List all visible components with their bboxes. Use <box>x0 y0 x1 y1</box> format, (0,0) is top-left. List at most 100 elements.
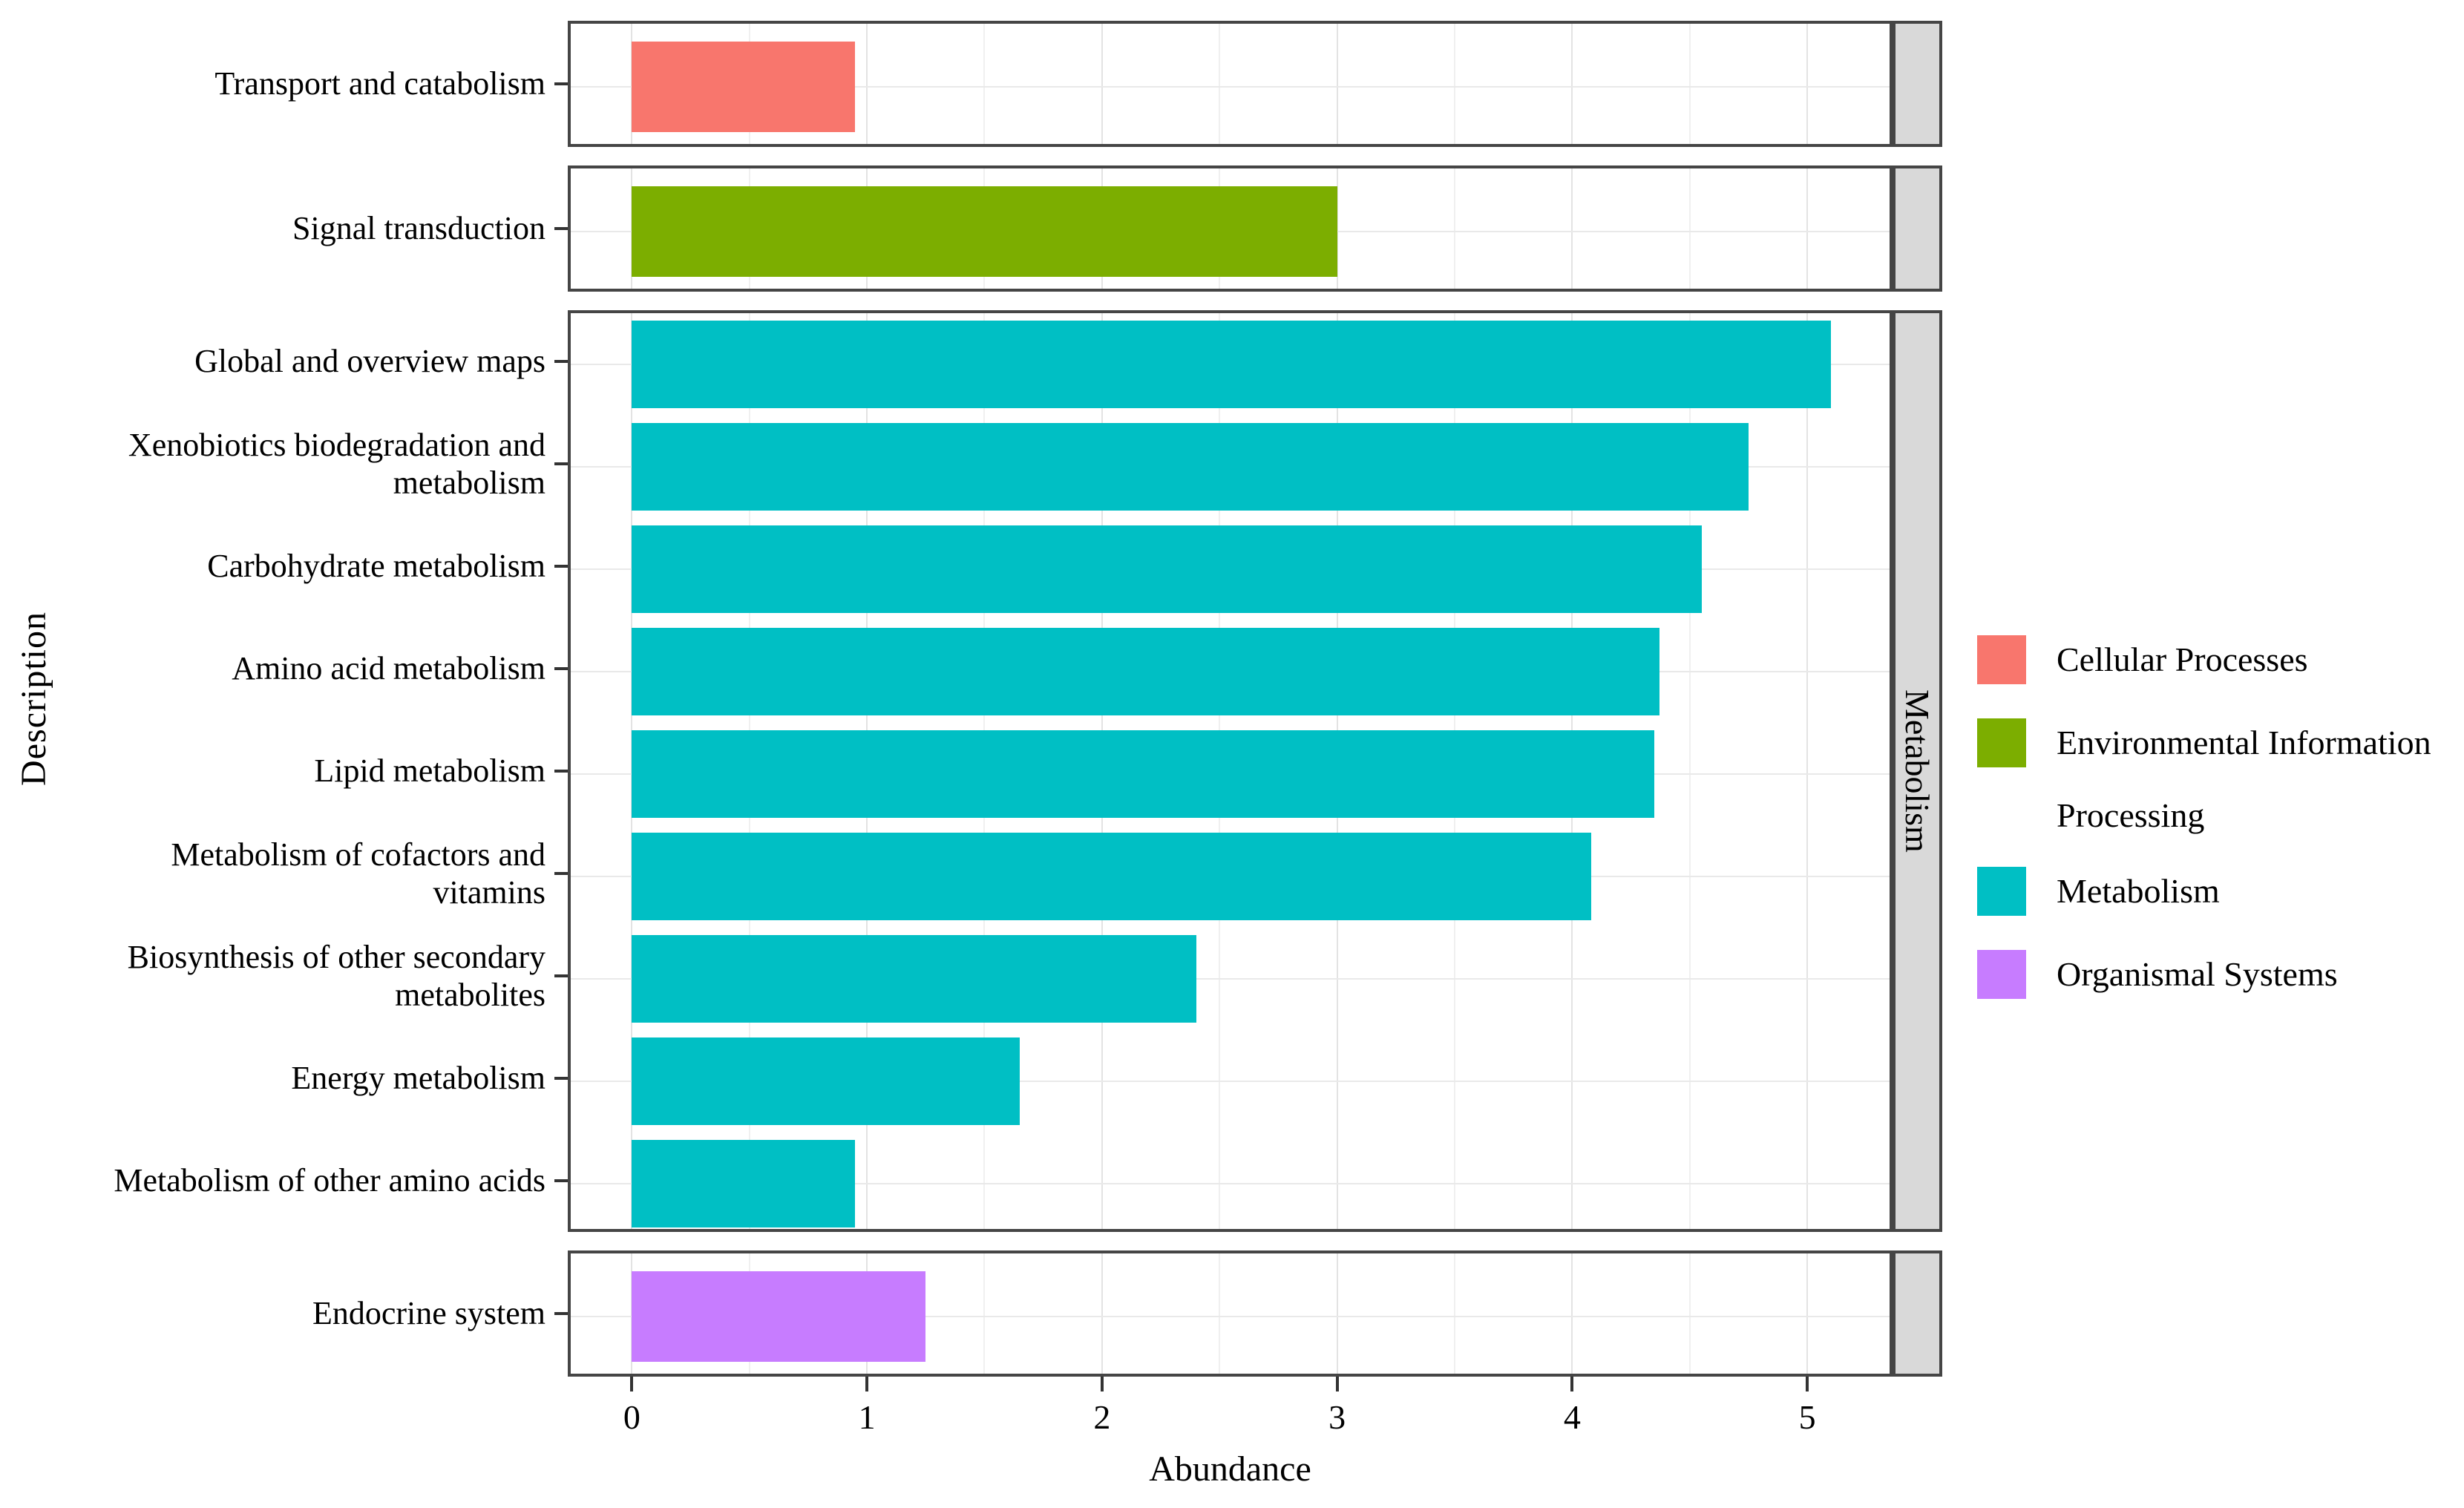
y-tick-gutter <box>545 310 568 413</box>
facet-row-0: Transport and catabolism <box>0 21 1942 147</box>
x-tick-mark <box>1570 1377 1574 1391</box>
x-tick-label: 1 <box>858 1398 876 1436</box>
y-tick-gutter <box>545 1130 568 1232</box>
x-tick-mark <box>865 1377 869 1391</box>
y-axis-labels: Transport and catabolism <box>0 21 568 147</box>
facet-row-1: Signal transduction <box>0 165 1942 292</box>
y-tick-label: Signal transduction <box>292 209 545 247</box>
gridline-major <box>1806 24 1809 144</box>
y-tick-label-line: Metabolism of cofactors and <box>171 836 545 873</box>
legend-item-3: Organismal Systems <box>1977 950 2431 999</box>
x-axis: 0 1 2 3 4 5 <box>571 1377 1890 1451</box>
facet-panel-Environmental Information Processing <box>568 165 1893 292</box>
gridline-minor <box>1688 1253 1691 1374</box>
y-tick-gutter <box>545 925 568 1027</box>
y-tick-gutter <box>545 21 568 147</box>
facet-panel-Metabolism <box>568 310 1893 1232</box>
y-tick-mark <box>554 770 568 773</box>
gridline-major <box>1806 313 1809 1229</box>
legend-key-swatch <box>1977 867 2026 916</box>
legend-key-swatch <box>1977 950 2026 999</box>
plot-area: Transport and catabolism Signal transduct… <box>0 21 1942 1395</box>
legend-label-line: Metabolism <box>2057 872 2220 910</box>
gridline-major <box>1806 1253 1809 1374</box>
facet-panel-Organismal Systems <box>568 1250 1893 1377</box>
y-tick-mark <box>554 227 568 230</box>
bar <box>632 186 1337 277</box>
gridline-minor <box>1688 313 1691 1229</box>
x-tick-label: 3 <box>1328 1398 1346 1436</box>
y-tick-label-line: Global and overview maps <box>194 343 545 380</box>
y-tick-label: Global and overview maps <box>194 342 545 380</box>
bar <box>632 423 1749 511</box>
bar <box>632 730 1655 818</box>
x-axis-title: Abundance <box>1149 1449 1311 1489</box>
y-category-cell: Carbohydrate metabolism <box>0 515 568 617</box>
y-tick-label-line: metabolism <box>393 465 545 501</box>
x-tick-mark <box>1335 1377 1339 1391</box>
gridline-major <box>1571 24 1573 144</box>
gridline-major <box>1336 168 1338 289</box>
gridline-major <box>1571 168 1573 289</box>
gridline-major <box>1101 24 1103 144</box>
gridline-category <box>571 978 1890 980</box>
bar <box>632 1140 856 1227</box>
y-tick-mark <box>554 1179 568 1182</box>
y-tick-label-line: Transport and catabolism <box>214 65 545 102</box>
gridline-minor <box>1454 1253 1455 1374</box>
y-category-cell: Energy metabolism <box>0 1027 568 1130</box>
bar <box>632 628 1659 715</box>
y-tick-mark <box>554 1077 568 1080</box>
facet-strip-3 <box>1893 1250 1942 1377</box>
y-tick-label-line: Lipid metabolism <box>314 753 545 790</box>
bar <box>632 1271 926 1362</box>
bar <box>632 525 1702 613</box>
y-tick-gutter <box>545 515 568 617</box>
legend-key-swatch <box>1977 635 2026 684</box>
y-category-cell: Global and overview maps <box>0 310 568 413</box>
legend-label-line: Organismal Systems <box>2057 955 2338 993</box>
y-tick-label: Metabolism of other amino acids <box>114 1161 545 1199</box>
y-axis-labels: Endocrine system <box>0 1250 568 1377</box>
facet-strip-1 <box>1893 165 1942 292</box>
y-category-cell: Lipid metabolism <box>0 720 568 822</box>
bar <box>632 833 1591 920</box>
y-tick-label-line: Xenobiotics biodegradation and <box>128 426 545 463</box>
y-tick-label: Biosynthesis of other secondary metabolit… <box>128 938 545 1014</box>
legend-item-0: Cellular Processes <box>1977 635 2431 684</box>
y-tick-label: Transport and catabolism <box>214 65 545 102</box>
y-tick-mark <box>554 1312 568 1315</box>
y-tick-gutter <box>545 617 568 720</box>
facet-strip-label: Metabolism <box>1898 689 1936 853</box>
x-tick-label: 5 <box>1798 1398 1816 1436</box>
y-tick-label: Carbohydrate metabolism <box>207 547 545 585</box>
gridline-major <box>1101 1253 1103 1374</box>
legend-label: Metabolism <box>2057 867 2220 916</box>
y-tick-gutter <box>545 165 568 292</box>
y-tick-gutter <box>545 413 568 515</box>
gridline-category <box>571 1081 1890 1082</box>
y-tick-mark <box>554 82 568 85</box>
gridline-category <box>571 86 1890 88</box>
y-tick-label: Metabolism of cofactors and vitamins <box>171 836 545 911</box>
y-tick-label-line: Signal transduction <box>292 210 545 247</box>
gridline-major <box>1336 1253 1338 1374</box>
y-axis-labels: Global and overview maps Xenobiotics biod… <box>0 310 568 1232</box>
gridline-minor <box>983 24 986 144</box>
x-tick-label: 2 <box>1093 1398 1111 1436</box>
y-tick-label-line: Amino acid metabolism <box>232 650 545 687</box>
y-tick-mark <box>554 360 568 363</box>
y-category-cell: Biosynthesis of other secondary metabolit… <box>0 925 568 1027</box>
gridline-major <box>866 24 868 144</box>
y-tick-label-line: Carbohydrate metabolism <box>207 548 545 585</box>
facet-row-3: Endocrine system <box>0 1250 1942 1377</box>
legend-label: Environmental Information Processing <box>2057 718 2431 833</box>
x-tick-mark <box>1100 1377 1104 1391</box>
x-tick-label: 4 <box>1563 1398 1581 1436</box>
gridline-minor <box>1219 24 1221 144</box>
bar <box>632 42 856 132</box>
facet-panel-Cellular Processes <box>568 21 1893 147</box>
x-tick-mark <box>1806 1377 1809 1391</box>
y-tick-mark <box>554 974 568 977</box>
y-category-cell: Xenobiotics biodegradation and metabolism <box>0 413 568 515</box>
